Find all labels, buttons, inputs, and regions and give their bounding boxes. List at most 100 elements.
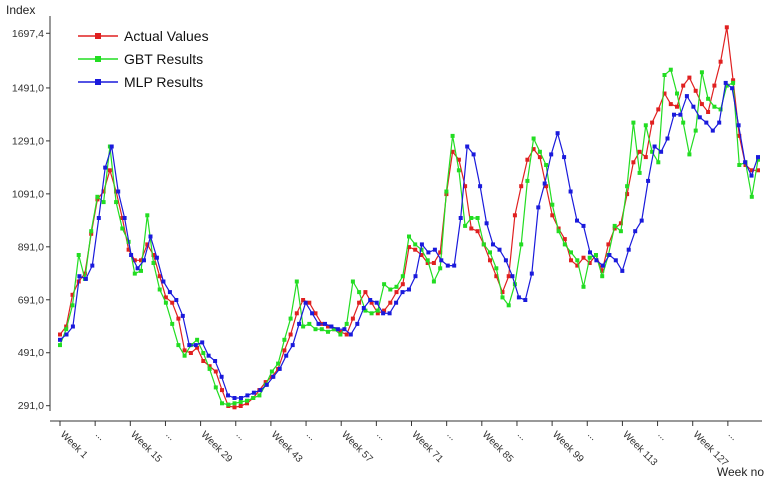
data-point	[730, 86, 735, 91]
data-point	[326, 329, 330, 334]
data-point	[756, 157, 760, 162]
data-point	[238, 404, 243, 408]
data-point	[139, 258, 143, 263]
data-point	[665, 136, 670, 141]
data-point	[519, 184, 524, 189]
legend-label: MLP Results	[124, 74, 203, 90]
data-point	[277, 366, 282, 371]
legend-entry: GBT Results	[78, 51, 203, 67]
data-point	[188, 351, 193, 355]
data-point	[537, 149, 542, 154]
data-point	[157, 287, 162, 292]
data-point	[369, 311, 374, 316]
data-point	[529, 271, 534, 276]
data-point	[238, 400, 243, 404]
data-point	[89, 229, 94, 234]
data-point	[569, 250, 573, 255]
data-point	[355, 321, 360, 326]
data-point	[338, 332, 343, 337]
data-point	[139, 268, 143, 273]
data-point	[413, 242, 418, 247]
data-point	[257, 393, 262, 398]
data-point	[724, 83, 729, 88]
data-point	[419, 242, 424, 247]
data-point	[239, 396, 243, 400]
data-point	[174, 298, 179, 302]
data-point	[363, 290, 368, 295]
data-point	[432, 247, 437, 252]
data-point	[226, 393, 230, 398]
data-point	[344, 332, 349, 337]
data-point	[135, 266, 140, 271]
data-point	[516, 295, 521, 300]
data-point	[631, 160, 636, 165]
data-point	[594, 258, 599, 263]
data-point	[335, 327, 340, 332]
data-point	[581, 255, 586, 260]
data-point	[344, 321, 349, 326]
data-point	[743, 160, 748, 165]
data-point	[569, 258, 573, 263]
data-point	[145, 213, 150, 218]
data-point	[200, 340, 205, 345]
data-point	[693, 88, 698, 93]
data-point	[294, 279, 299, 284]
data-point	[90, 263, 95, 268]
data-point	[64, 324, 69, 329]
data-point	[388, 287, 393, 292]
data-point	[58, 337, 62, 342]
data-point	[114, 200, 119, 205]
data-point	[749, 168, 754, 173]
data-point	[444, 189, 449, 194]
data-point	[484, 221, 489, 226]
data-point	[431, 279, 436, 284]
data-point	[618, 229, 623, 234]
data-point	[458, 216, 463, 220]
data-point	[419, 253, 424, 257]
data-point	[712, 83, 717, 88]
data-point	[704, 120, 709, 125]
data-point	[555, 131, 560, 136]
data-point	[439, 258, 444, 263]
data-point	[251, 390, 256, 395]
data-point	[456, 168, 461, 173]
series-mlp-results	[58, 80, 760, 400]
data-point	[132, 258, 137, 263]
data-point	[425, 258, 430, 263]
data-point	[687, 75, 692, 80]
data-point	[607, 253, 612, 257]
data-point	[220, 401, 224, 406]
data-point	[494, 274, 499, 279]
data-point	[207, 366, 212, 371]
data-point	[407, 234, 411, 239]
data-point	[594, 253, 598, 257]
y-tick-label: 1291,0	[12, 135, 44, 147]
data-point	[668, 102, 673, 107]
data-point	[710, 128, 715, 133]
data-point	[413, 274, 418, 279]
data-point	[691, 104, 696, 109]
data-point	[182, 353, 187, 358]
data-point	[633, 229, 638, 234]
data-point	[706, 110, 711, 114]
data-point	[95, 194, 100, 199]
data-point	[469, 226, 474, 231]
data-point	[361, 306, 366, 310]
data-point	[512, 213, 517, 218]
data-point	[387, 311, 392, 316]
y-ticks: 291,0 491,0 691,0 891,0 1091,0 1291,0 1491,0 16…	[12, 28, 50, 412]
legend: Actual Values GBT Results MLP Results	[78, 28, 209, 90]
data-point	[600, 274, 605, 279]
data-point	[749, 173, 754, 178]
data-point	[264, 382, 269, 387]
data-point	[756, 155, 760, 160]
data-point	[675, 91, 679, 96]
data-point	[103, 165, 108, 170]
data-point	[672, 112, 676, 117]
data-point	[101, 200, 106, 205]
data-point	[519, 242, 524, 247]
data-point	[494, 266, 499, 271]
data-point	[531, 136, 536, 141]
data-point	[126, 247, 131, 252]
data-point	[681, 83, 686, 88]
